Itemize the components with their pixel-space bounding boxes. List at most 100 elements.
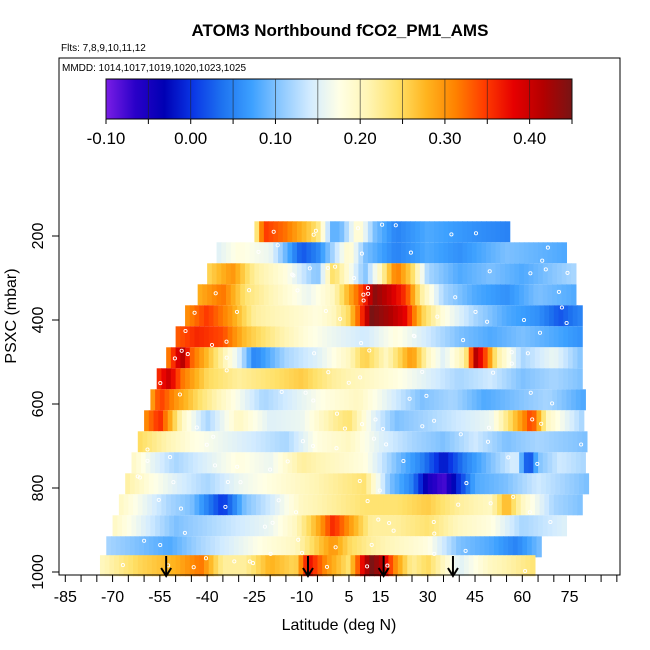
heatmap-cell: [544, 494, 550, 516]
heatmap-cell: [394, 536, 400, 558]
sample-marker: [359, 341, 364, 346]
heatmap-cell: [404, 410, 410, 432]
heatmap-cell: [249, 284, 256, 306]
heatmap-cell: [296, 242, 303, 264]
heatmap-cell: [356, 410, 363, 432]
heatmap-cell: [263, 221, 270, 243]
heatmap-cell: [348, 242, 355, 264]
sample-marker: [307, 266, 312, 271]
heatmap-cell: [568, 305, 574, 327]
heatmap-cell: [306, 242, 312, 264]
sample-marker: [137, 475, 142, 480]
heatmap-cell: [386, 242, 393, 264]
heatmap-row: [125, 473, 590, 495]
heatmap-cell: [183, 389, 189, 411]
heatmap-cell: [215, 473, 221, 495]
heatmap-cell: [282, 221, 289, 243]
heatmap-cell: [216, 452, 222, 474]
heatmap-cell: [243, 473, 249, 495]
x-tick-label: -10: [290, 589, 313, 606]
heatmap-cell: [566, 284, 572, 306]
heatmap-cell: [410, 452, 416, 474]
heatmap-cell: [156, 555, 163, 577]
heatmap-cell: [166, 555, 172, 577]
heatmap-cell: [451, 536, 457, 558]
heatmap-cell: [226, 263, 232, 285]
heatmap-cell: [203, 347, 210, 369]
heatmap-cell: [410, 515, 416, 537]
heatmap-cell: [151, 555, 158, 577]
heatmap-cell: [407, 368, 413, 390]
heatmap-cell: [572, 368, 579, 390]
heatmap-cell: [421, 305, 427, 327]
heatmap-cell: [508, 410, 514, 432]
heatmap-cell: [476, 242, 482, 264]
heatmap-cell: [536, 536, 542, 558]
heatmap-cell: [553, 305, 560, 327]
x-tick-label: -70: [101, 589, 124, 606]
heatmap-cell: [122, 515, 128, 537]
heatmap-cell: [519, 263, 525, 285]
heatmap-cell: [410, 263, 416, 285]
heatmap-cell: [514, 452, 520, 474]
heatmap-cell: [207, 389, 213, 411]
heatmap-cell: [520, 555, 527, 577]
heatmap-cell: [249, 452, 256, 474]
heatmap-cell: [393, 555, 399, 577]
heatmap-cell: [298, 555, 304, 577]
heatmap-cell: [374, 431, 380, 453]
heatmap-cell: [506, 368, 512, 390]
heatmap-cell: [467, 452, 473, 474]
heatmap-cell: [514, 515, 520, 537]
plot-frame: [58, 57, 621, 576]
heatmap-cell: [325, 221, 331, 243]
heatmap-cell: [322, 494, 328, 516]
heatmap-cell: [155, 515, 161, 537]
heatmap-cell: [361, 473, 367, 495]
sample-marker: [145, 447, 150, 452]
sample-marker: [365, 285, 371, 290]
heatmap-cell: [509, 263, 516, 285]
heatmap-cell: [426, 305, 432, 327]
heatmap-cell: [271, 410, 278, 432]
sample-marker: [463, 548, 468, 553]
sample-marker: [485, 319, 490, 324]
heatmap-cell: [405, 284, 412, 306]
heatmap-cell: [202, 389, 208, 411]
heatmap-cell: [328, 536, 334, 558]
heatmap-cell: [382, 452, 388, 474]
heatmap-cell: [186, 473, 192, 495]
heatmap-cell: [541, 410, 547, 432]
heatmap-cell: [307, 347, 314, 369]
heatmap-cell: [476, 389, 482, 411]
heatmap-cell: [492, 326, 498, 348]
x-tick-label: -25: [243, 589, 266, 606]
heatmap-cell: [378, 431, 385, 453]
sample-marker: [539, 421, 544, 426]
heatmap-cell: [330, 221, 336, 243]
heatmap-cell: [572, 347, 579, 369]
heatmap-row: [137, 431, 588, 453]
heatmap-cell: [293, 347, 300, 369]
heatmap-cell: [541, 473, 547, 495]
heatmap-cell: [467, 515, 473, 537]
heatmap-cell: [375, 473, 382, 495]
heatmap-cell: [568, 347, 574, 369]
heatmap-cell: [522, 473, 528, 495]
heatmap-cell: [334, 221, 341, 243]
heatmap-cell: [276, 410, 282, 432]
sample-marker: [355, 226, 361, 231]
sample-marker: [250, 561, 256, 566]
x-tick-label: 5: [345, 589, 354, 606]
sample-marker: [564, 320, 569, 326]
heatmap-cell: [396, 284, 402, 306]
heatmap-cell: [503, 473, 509, 495]
heatmap-cell: [177, 410, 183, 432]
heatmap-cell: [555, 410, 561, 432]
heatmap-cell: [232, 368, 238, 390]
heatmap-cell: [323, 536, 330, 558]
heatmap-cell: [416, 347, 423, 369]
heatmap-cell: [158, 473, 164, 495]
heatmap-cell: [504, 242, 511, 264]
heatmap-cell: [389, 473, 396, 495]
